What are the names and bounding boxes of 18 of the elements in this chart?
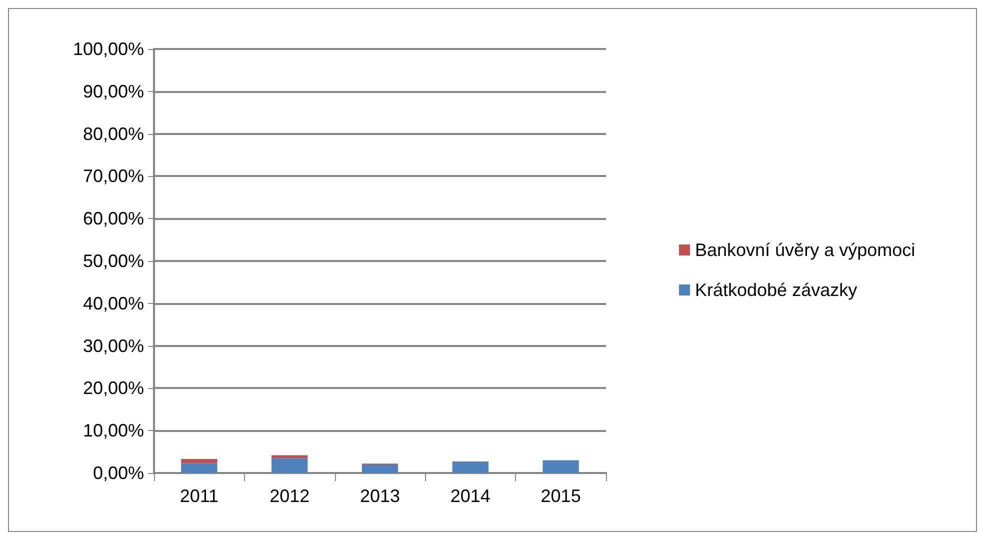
y-tick-label: 40,00% [82, 293, 144, 314]
y-tick-label: 100,00% [72, 39, 144, 59]
y-tick-label: 60,00% [82, 208, 144, 229]
x-tick-label: 2013 [360, 486, 400, 506]
x-tick-label: 2012 [270, 486, 310, 506]
y-tick-label: 80,00% [82, 124, 144, 144]
x-tick-label: 2014 [450, 486, 490, 506]
y-tick-label: 90,00% [82, 81, 144, 102]
y-tick-label: 50,00% [82, 251, 144, 271]
y-tick-label: 70,00% [82, 166, 144, 186]
y-tick-label: 30,00% [82, 336, 144, 356]
legend-label: Krátkodobé závazky [695, 280, 858, 300]
y-tick-label: 0,00% [92, 463, 144, 483]
x-tick-label: 2015 [540, 486, 581, 506]
y-tick-label: 10,00% [82, 420, 144, 441]
y-tick-label: 20,00% [82, 378, 144, 398]
legend-label: Bankovní úvěry a výpomoci [695, 240, 916, 260]
x-tick-label: 2011 [180, 486, 219, 506]
